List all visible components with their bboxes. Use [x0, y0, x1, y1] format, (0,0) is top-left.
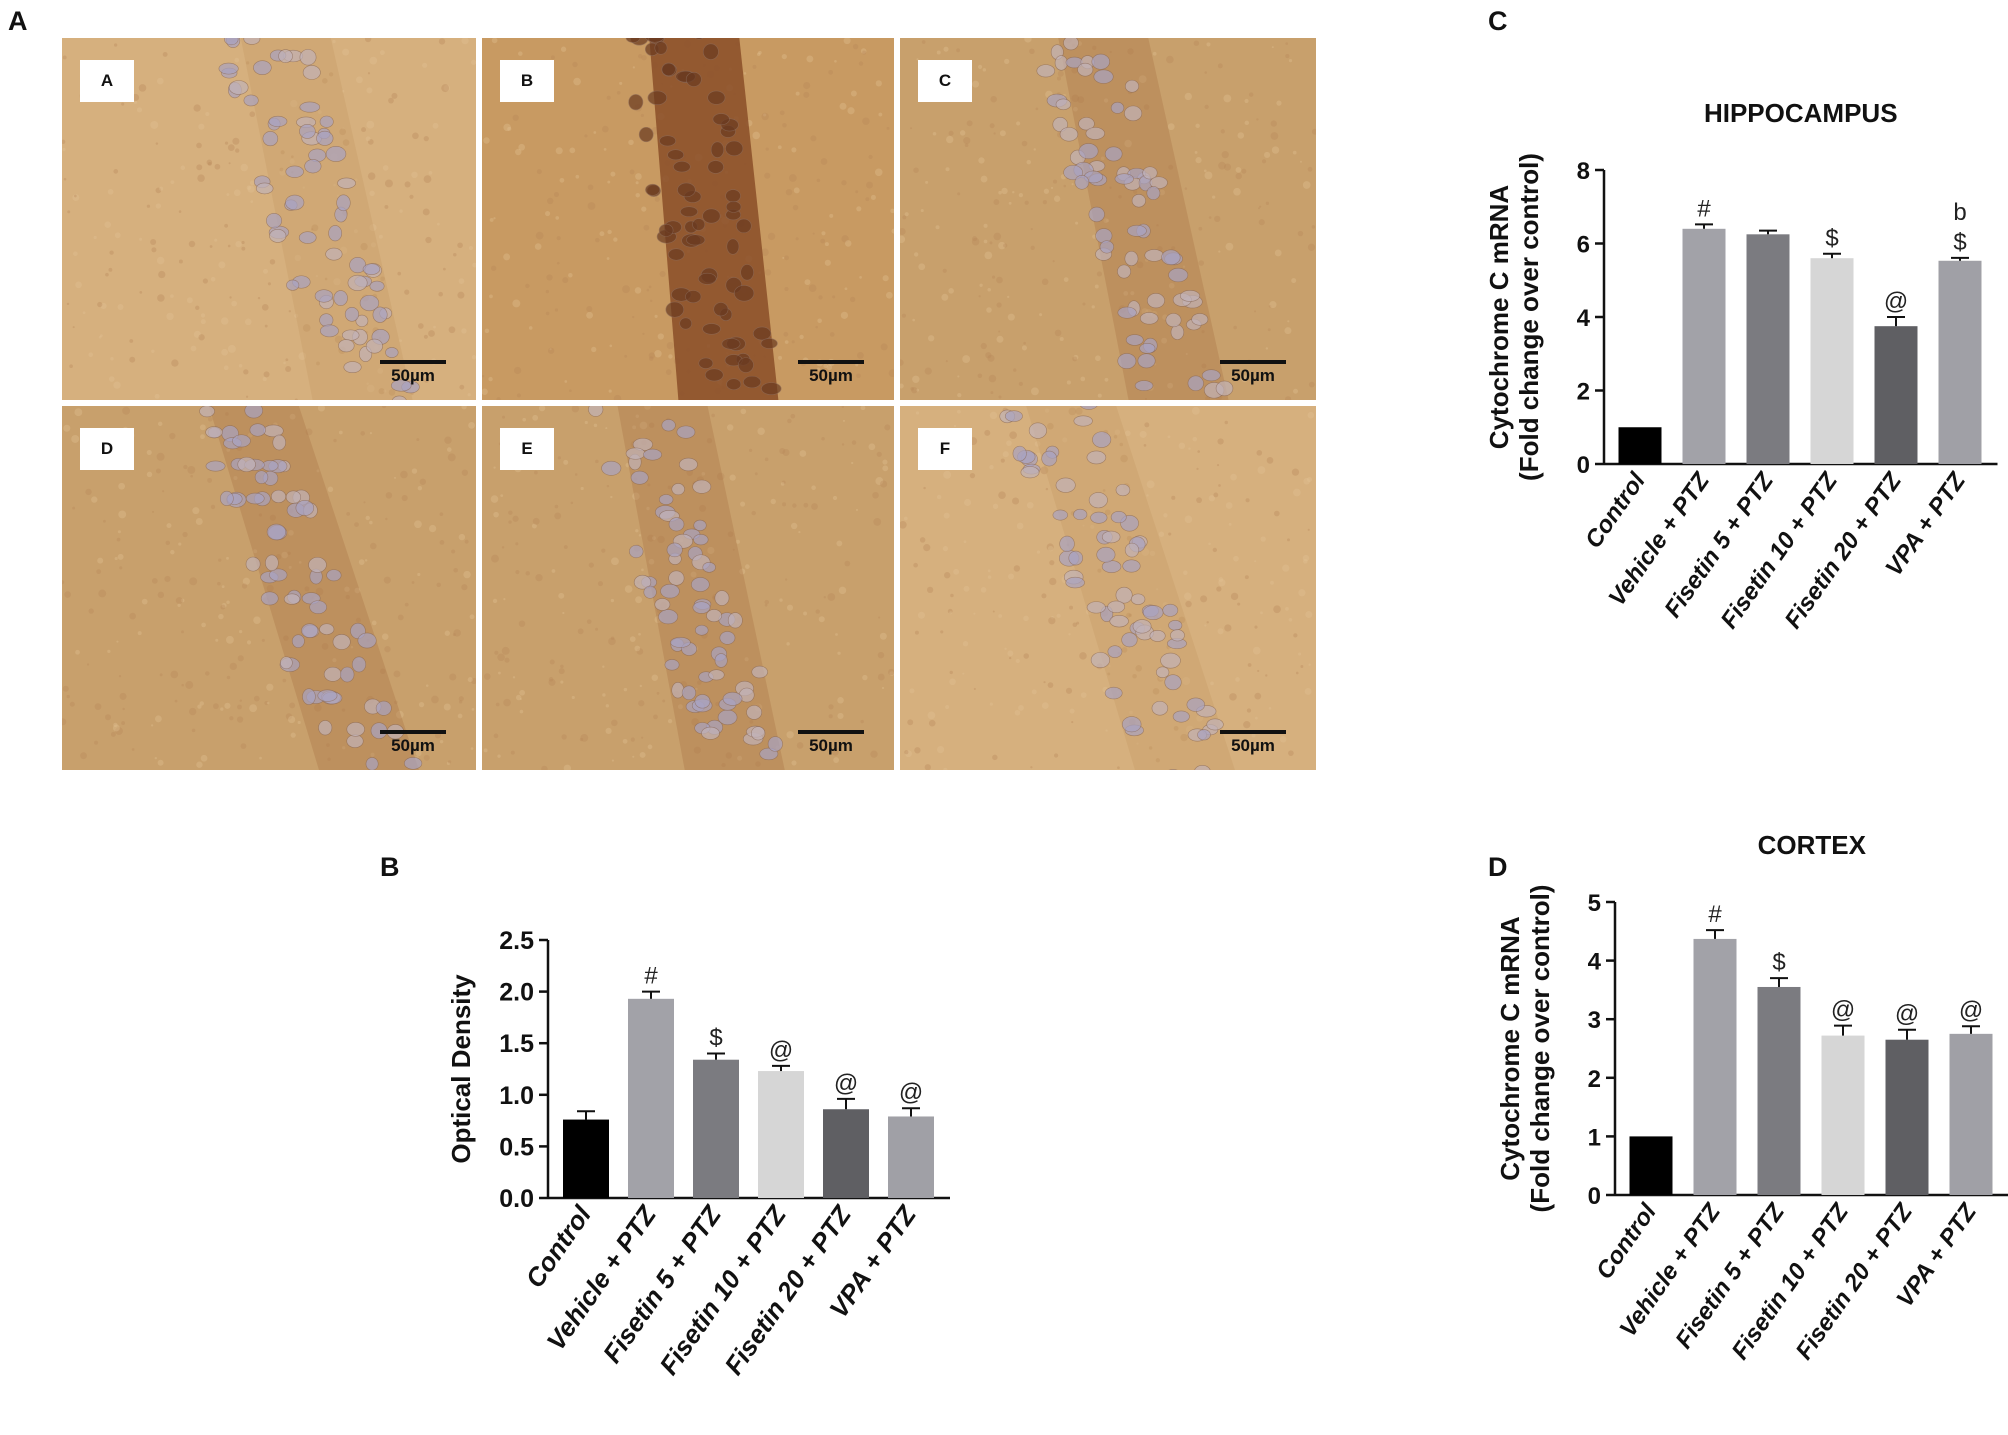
y-axis-label: Optical Density	[446, 974, 476, 1164]
significance-marker-top: b	[1953, 199, 1966, 226]
significance-marker: @	[1959, 997, 1983, 1024]
y-tick-label: 8	[1577, 158, 1590, 185]
y-tick-label: 0.0	[499, 1185, 534, 1213]
scale-bar-label: 50µm	[391, 366, 435, 385]
significance-marker: @	[899, 1079, 923, 1106]
micrograph-label: A	[80, 60, 134, 102]
bar	[1938, 260, 1982, 464]
bar	[693, 1059, 739, 1198]
y-tick-label: 2	[1577, 379, 1590, 406]
y-axis-label: (Fold change over control)	[1525, 885, 1555, 1213]
y-tick-label: 0	[1577, 452, 1590, 479]
y-tick-label: 6	[1577, 232, 1590, 259]
bar	[1885, 1039, 1929, 1195]
y-tick-label: 2	[1588, 1066, 1601, 1093]
micrograph-b: B 50µm	[482, 38, 894, 400]
bar	[1682, 228, 1726, 464]
micrograph-label: D	[80, 428, 134, 470]
bar	[758, 1071, 804, 1198]
bar	[1757, 986, 1801, 1195]
panel-letter-b: B	[380, 852, 400, 882]
micrograph-d: D 50µm	[62, 406, 476, 770]
significance-marker: $	[1953, 229, 1966, 256]
x-tick-label: Fisetin 20 + PTZ	[1780, 467, 1908, 634]
significance-marker: $	[1825, 225, 1838, 252]
bar	[1949, 1033, 1993, 1195]
bar	[1693, 938, 1737, 1195]
y-tick-label: 0.5	[499, 1133, 534, 1161]
significance-marker: #	[1708, 901, 1722, 928]
bar	[1810, 258, 1854, 464]
bar	[823, 1109, 869, 1198]
scale-bar: 50µm	[798, 360, 864, 386]
bar	[1746, 234, 1790, 464]
micrograph-a: A 50µm	[62, 38, 476, 400]
micrograph-c: C 50µm	[900, 38, 1316, 400]
y-tick-label: 3	[1588, 1007, 1601, 1034]
significance-marker: $	[709, 1025, 722, 1052]
y-tick-label: 5	[1588, 890, 1601, 917]
x-tick-label: Fisetin 10 + PTZ	[1727, 1198, 1855, 1365]
micrograph-label: F	[918, 428, 972, 470]
micrograph-f: F 50µm	[900, 406, 1316, 770]
chart-title: HIPPOCAMPUS	[1704, 98, 1898, 128]
micrograph-grid: A 50µm B 50µm C 50µm D 50µm E 50µm F 50µ…	[62, 38, 1316, 770]
bar	[888, 1116, 934, 1198]
cortex-chart: CORTEX 0 1 2 3 4 5 Cytochrome C mRNA (Fold chang…	[1495, 830, 2008, 1365]
y-tick-label: 0	[1588, 1183, 1601, 1210]
scale-bar: 50µm	[380, 360, 446, 386]
significance-marker: @	[1884, 288, 1908, 315]
micrograph-label: B	[500, 60, 554, 102]
significance-marker: @	[1831, 997, 1855, 1024]
scale-bar-label: 50µm	[809, 366, 853, 385]
significance-marker: @	[834, 1070, 858, 1097]
micrograph-c-image	[900, 38, 1316, 400]
scale-bar: 50µm	[380, 730, 446, 756]
bar	[1821, 1035, 1865, 1195]
x-tick-label: Fisetin 20 + PTZ	[1791, 1198, 1919, 1365]
x-tick-label: Fisetin 10 + PTZ	[1716, 467, 1844, 634]
significance-marker: @	[1895, 1001, 1919, 1028]
bar	[1618, 427, 1662, 464]
chart-title: CORTEX	[1758, 830, 1867, 860]
hippocampus-chart: HIPPOCAMPUS 0 2 4 6 8 Cytochrome C mRNA (Fold c…	[1484, 98, 1998, 634]
y-axis-label: Cytochrome C mRNA	[1484, 185, 1514, 450]
y-tick-label: 4	[1588, 949, 1602, 976]
y-tick-label: 2.0	[499, 979, 534, 1007]
bar	[563, 1119, 609, 1198]
bar	[1629, 1136, 1673, 1195]
significance-marker: #	[1697, 195, 1711, 222]
significance-marker: #	[644, 963, 658, 990]
micrograph-label: C	[918, 60, 972, 102]
scale-bar: 50µm	[1220, 360, 1286, 386]
y-axis-label: (Fold change over control)	[1514, 153, 1544, 481]
y-tick-label: 1.0	[499, 1082, 534, 1110]
bar	[1874, 326, 1918, 464]
y-axis-label: Cytochrome C mRNA	[1495, 916, 1525, 1181]
scale-bar-label: 50µm	[809, 736, 853, 755]
micrograph-label: E	[500, 428, 554, 470]
scale-bar-label: 50µm	[1231, 366, 1275, 385]
y-tick-label: 1.5	[499, 1030, 534, 1058]
panel-letter-c: C	[1488, 6, 1508, 36]
significance-marker: $	[1772, 949, 1785, 976]
scale-bar-label: 50µm	[391, 736, 435, 755]
scale-bar: 50µm	[1220, 730, 1286, 756]
scale-bar-label: 50µm	[1231, 736, 1275, 755]
bar	[628, 998, 674, 1198]
micrograph-a-image	[62, 38, 476, 400]
micrograph-e: E 50µm	[482, 406, 894, 770]
y-tick-label: 2.5	[499, 927, 534, 955]
scale-bar: 50µm	[798, 730, 864, 756]
significance-marker: @	[769, 1037, 793, 1064]
panel-letter-a: A	[8, 6, 28, 36]
panel-letter-d: D	[1488, 852, 1508, 882]
y-tick-label: 1	[1588, 1124, 1601, 1151]
y-tick-label: 4	[1577, 305, 1591, 332]
